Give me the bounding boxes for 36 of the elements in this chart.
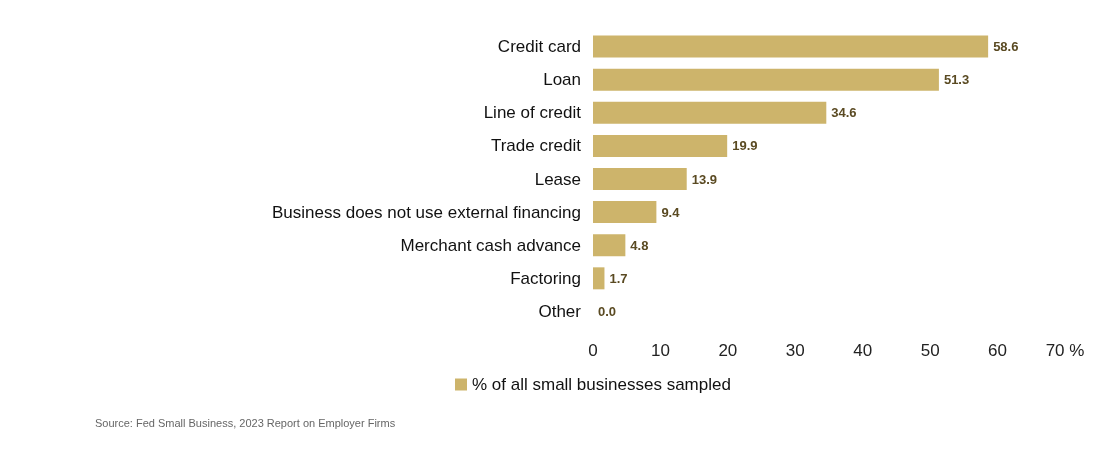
text: 58.6 [993, 39, 1019, 55]
x-tick-label: 20 [718, 341, 738, 360]
y-tick-label: Other [538, 301, 582, 321]
x-tick-label: 50 [920, 341, 940, 360]
bar [593, 35, 989, 58]
x-tick-label: 40 [853, 341, 873, 360]
bar [593, 234, 626, 257]
y-tick-label: Line of credit [483, 103, 582, 123]
bar [593, 134, 728, 157]
x-tick-label: 30 [785, 341, 805, 360]
y-tick-label: Loan [543, 70, 581, 90]
text: 0.0 [598, 303, 617, 319]
bar [593, 101, 827, 124]
text: 9.4 [661, 204, 680, 220]
bar [593, 168, 687, 190]
text: 51.3 [943, 72, 970, 88]
text: 34.6 [831, 105, 857, 121]
bar [593, 68, 939, 91]
x-tick-label: 60 [988, 341, 1008, 360]
text: 4.8 [630, 237, 649, 253]
text: 13.9 [691, 171, 718, 187]
y-tick-label: Business does not use external financing [271, 202, 581, 222]
y-tick-label: Factoring [510, 268, 581, 288]
text: 1.7 [609, 270, 628, 286]
legend-label: % of all small businesses sampled [472, 375, 731, 394]
text: 19.9 [732, 138, 758, 154]
y-tick-label: Merchant cash advance [400, 235, 581, 255]
x-tick-label: 10 [650, 341, 670, 360]
bar [593, 201, 657, 224]
x-tick-label: 70 % [1045, 341, 1085, 360]
y-tick-label: Credit card [497, 37, 581, 57]
x-tick-label: 0 [588, 341, 598, 360]
y-tick-label: Lease [534, 169, 581, 189]
y-tick-label: Trade credit [490, 136, 582, 156]
bar [593, 267, 605, 290]
source-note: Source: Fed Small Business, 2023 Report on Employer Firms [95, 416, 396, 429]
